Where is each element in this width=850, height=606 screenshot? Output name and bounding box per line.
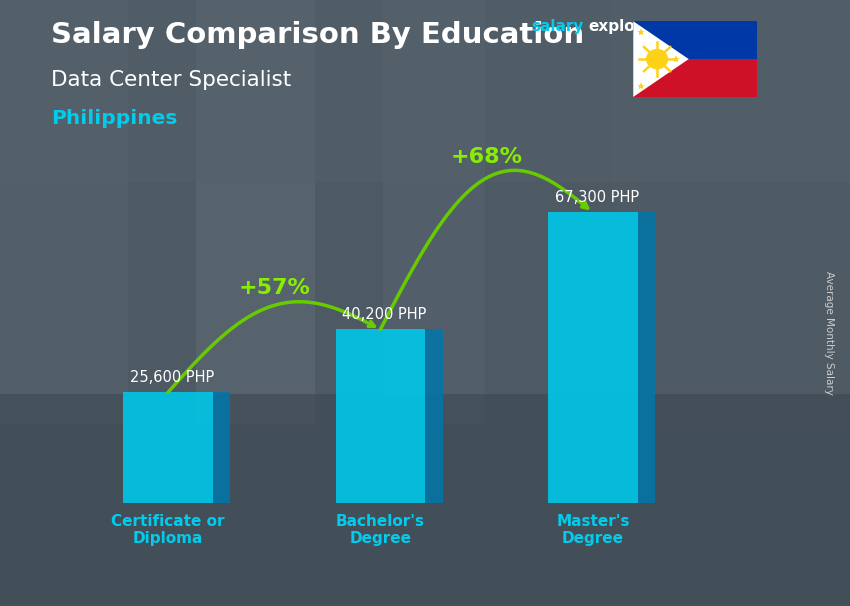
Bar	[633, 21, 756, 59]
Bar	[638, 212, 655, 503]
Text: salary: salary	[531, 19, 584, 35]
Text: Philippines: Philippines	[51, 109, 178, 128]
Bar	[612, 0, 850, 424]
Bar	[123, 393, 212, 503]
Bar	[425, 330, 443, 503]
Text: 67,300 PHP: 67,300 PHP	[555, 190, 639, 205]
Text: Salary Comparison By Education: Salary Comparison By Education	[51, 21, 584, 49]
Polygon shape	[633, 21, 688, 97]
Text: +57%: +57%	[238, 278, 310, 298]
FancyBboxPatch shape	[628, 16, 762, 102]
Bar	[128, 0, 196, 424]
Bar	[633, 59, 756, 97]
Bar	[212, 393, 230, 503]
Text: 25,600 PHP: 25,600 PHP	[130, 370, 214, 385]
Bar	[314, 0, 382, 424]
Text: Average Monthly Salary: Average Monthly Salary	[824, 271, 834, 395]
Bar	[0, 0, 850, 182]
Bar	[196, 0, 314, 424]
Bar	[0, 394, 850, 606]
Text: .com: .com	[653, 19, 694, 35]
Text: Data Center Specialist: Data Center Specialist	[51, 70, 292, 90]
Bar	[336, 330, 425, 503]
Bar	[0, 0, 128, 424]
Text: 40,200 PHP: 40,200 PHP	[343, 307, 427, 322]
Bar	[548, 212, 638, 503]
Text: +68%: +68%	[450, 147, 523, 167]
Text: explorer: explorer	[588, 19, 660, 35]
Bar	[382, 0, 484, 424]
Circle shape	[646, 49, 668, 69]
Bar	[484, 0, 612, 424]
